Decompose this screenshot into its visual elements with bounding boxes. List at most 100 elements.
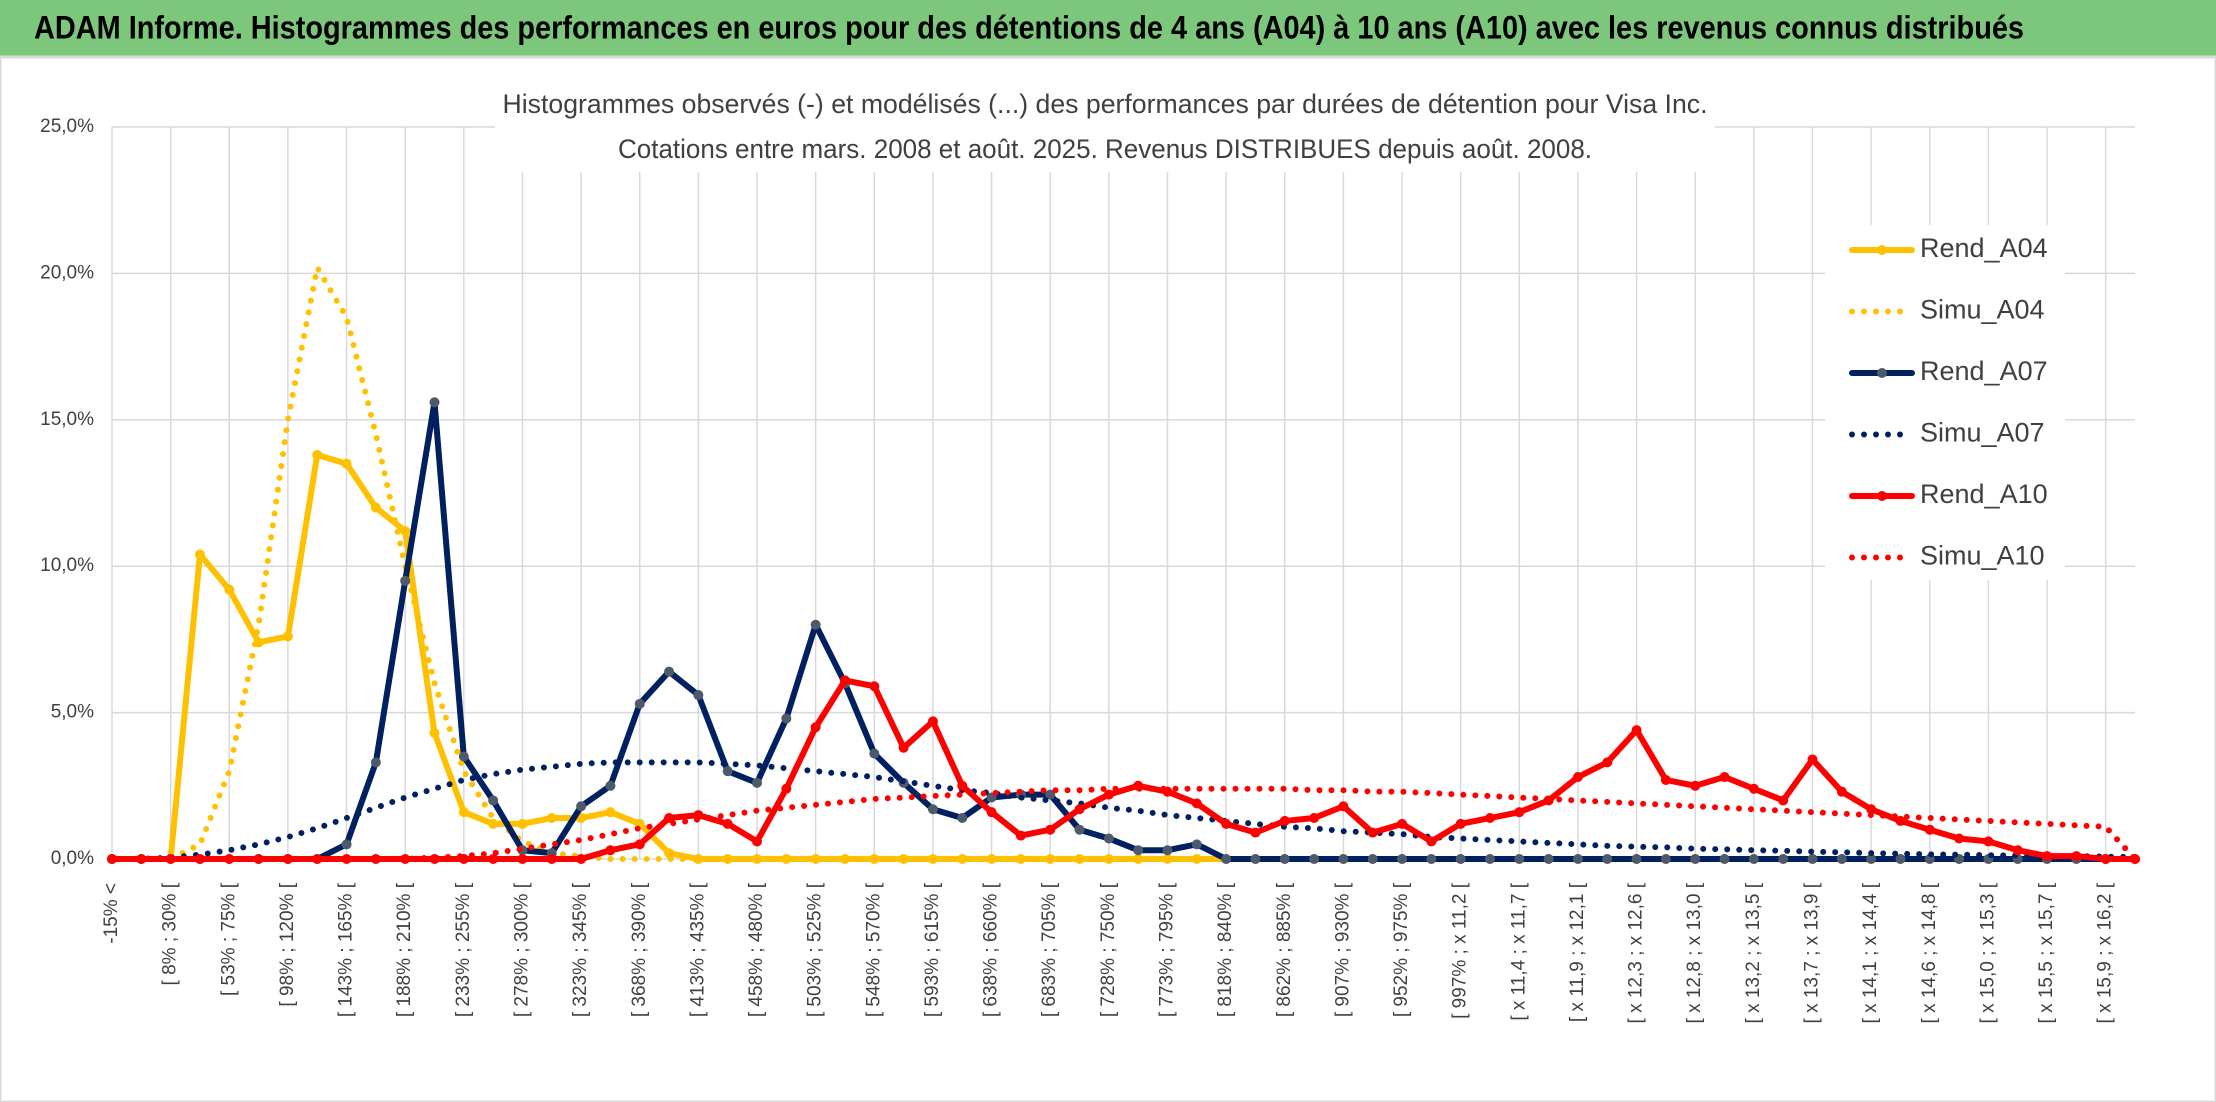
data-point xyxy=(1983,836,1994,847)
x-tick-label: [ x 11,4 ; x 11,7 [ xyxy=(1508,882,1529,1020)
data-point xyxy=(1543,854,1554,864)
data-point xyxy=(1866,854,1877,864)
data-point xyxy=(1045,824,1056,835)
data-point xyxy=(957,813,968,824)
data-point xyxy=(664,813,675,824)
data-point xyxy=(1455,854,1466,864)
x-tick-label: [ 907% ; 930% [ xyxy=(1332,882,1353,1017)
data-point xyxy=(1602,854,1613,864)
title-background xyxy=(495,82,1715,172)
x-tick-label: [ 323% ; 345% [ xyxy=(570,882,591,1017)
x-tick-label: [ 413% ; 435% [ xyxy=(687,882,708,1017)
data-point xyxy=(1866,804,1877,815)
x-tick-label: [ 143% ; 165% [ xyxy=(336,882,357,1017)
data-point xyxy=(869,681,880,692)
y-tick-label: 5,0% xyxy=(51,702,94,723)
data-point xyxy=(1250,827,1261,838)
data-point xyxy=(282,631,293,642)
data-point xyxy=(1778,795,1789,806)
data-point xyxy=(781,854,792,864)
plot: 0,0% 5,0% 10,0% 15,0% 20,0% 25,0% -15% < [ 8% ;… xyxy=(40,82,2140,1023)
data-point xyxy=(1338,854,1349,864)
series-line xyxy=(109,785,2138,862)
data-point xyxy=(1221,818,1232,829)
data-point xyxy=(429,397,440,408)
data-point xyxy=(1924,824,1935,835)
x-tick-label: [ x 15,5 ; x 15,7 [ xyxy=(2036,882,2057,1023)
x-tick-label: [ x 14,1 ; x 14,4 [ xyxy=(1860,882,1881,1023)
x-tick-label: [ 773% ; 795% [ xyxy=(1156,882,1177,1017)
data-point xyxy=(1572,772,1583,783)
x-tick-label: [ 503% ; 525% [ xyxy=(805,882,826,1017)
page-title: ADAM Informe. Histogrammes des performan… xyxy=(34,9,2024,45)
y-tick-label: 10,0% xyxy=(40,555,94,576)
legend-marker xyxy=(1877,368,1887,378)
data-point xyxy=(839,675,850,686)
x-tick-label: [ 593% ; 615% [ xyxy=(922,882,943,1017)
legend-label: Rend_A04 xyxy=(1920,233,2048,263)
data-point xyxy=(1162,845,1173,856)
data-point xyxy=(869,748,880,759)
data-point xyxy=(1367,827,1378,838)
x-tick-label: [ 997% ; x 11,2 [ xyxy=(1450,882,1471,1019)
data-point xyxy=(1807,754,1818,765)
data-point xyxy=(722,766,733,777)
y-tick-label: 20,0% xyxy=(40,262,94,283)
data-point xyxy=(927,716,938,727)
x-tick-label: [ 683% ; 705% [ xyxy=(1039,882,1060,1017)
data-point xyxy=(488,818,499,829)
data-point xyxy=(752,836,763,847)
data-point xyxy=(1221,854,1232,864)
data-point xyxy=(986,807,997,818)
data-point xyxy=(1133,845,1144,856)
data-point xyxy=(1954,833,1965,844)
data-point xyxy=(1895,815,1906,826)
data-point xyxy=(1191,798,1202,809)
legend-label: Rend_A07 xyxy=(1920,356,2048,386)
legend-marker xyxy=(1877,491,1887,501)
data-point xyxy=(1397,818,1408,829)
data-point xyxy=(664,848,675,859)
data-point xyxy=(1836,786,1847,797)
data-point xyxy=(1426,854,1437,864)
data-point xyxy=(1572,854,1583,864)
data-point xyxy=(400,854,411,864)
data-point xyxy=(1631,725,1642,736)
data-point xyxy=(810,619,821,630)
x-tick-label: [ x 13,2 ; x 13,5 [ xyxy=(1743,882,1764,1023)
data-point xyxy=(1426,836,1437,847)
y-tick-label: 0,0% xyxy=(51,848,94,869)
data-point xyxy=(1279,854,1290,864)
x-tick-label: [ 278% ; 300% [ xyxy=(511,882,532,1017)
data-point xyxy=(1836,854,1847,864)
data-point xyxy=(312,449,323,460)
data-point xyxy=(576,801,587,812)
data-point xyxy=(546,854,557,864)
legend-label: Simu_A04 xyxy=(1920,295,2045,325)
data-point xyxy=(2012,845,2023,856)
chart-subtitle: Cotations entre mars. 2008 et août. 2025… xyxy=(618,134,1592,164)
data-point xyxy=(1103,833,1114,844)
x-tick-label: [ 952% ; 975% [ xyxy=(1391,882,1412,1017)
x-tick-label: [ x 12,3 ; x 12,6 [ xyxy=(1626,882,1647,1023)
legend-label: Simu_A10 xyxy=(1920,541,2045,571)
data-point xyxy=(927,804,938,815)
x-tick-label: [ 818% ; 840% [ xyxy=(1215,882,1236,1017)
x-tick-label: [ 638% ; 660% [ xyxy=(981,882,1002,1017)
data-point xyxy=(194,549,205,560)
data-point xyxy=(1660,854,1671,864)
data-point xyxy=(341,839,352,850)
data-point xyxy=(898,854,909,864)
legend-label: Simu_A07 xyxy=(1920,418,2045,448)
data-point xyxy=(429,728,440,739)
x-tick-label: [ x 13,7 ; x 13,9 [ xyxy=(1802,882,1823,1023)
data-point xyxy=(752,777,763,788)
data-point xyxy=(370,757,381,768)
data-point xyxy=(839,854,850,864)
series-line xyxy=(109,759,2138,862)
data-point xyxy=(810,722,821,733)
data-point xyxy=(1103,854,1114,864)
data-point xyxy=(458,807,469,818)
data-point xyxy=(136,854,147,864)
data-point xyxy=(1719,854,1730,864)
